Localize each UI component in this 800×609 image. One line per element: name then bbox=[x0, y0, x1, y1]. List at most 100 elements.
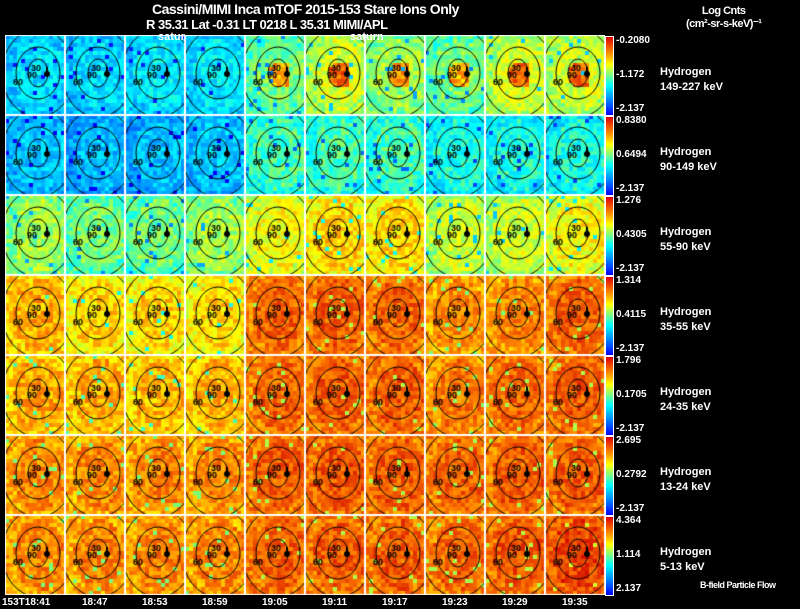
pixel-map bbox=[65, 115, 125, 195]
colorbar-max-value: 1.314 bbox=[616, 275, 642, 286]
image-panel bbox=[545, 515, 605, 595]
image-panel bbox=[185, 515, 245, 595]
pixel-map bbox=[125, 435, 185, 515]
image-panel bbox=[305, 515, 365, 595]
image-panel bbox=[365, 515, 425, 595]
pixel-map bbox=[545, 115, 605, 195]
pixel-map bbox=[5, 115, 65, 195]
image-panel bbox=[365, 275, 425, 355]
time-tick-label: 18:47 bbox=[82, 597, 108, 608]
time-tick-label: 19:17 bbox=[382, 597, 408, 608]
time-tick-label: 19:11 bbox=[322, 597, 348, 608]
image-panel bbox=[305, 115, 365, 195]
colorbar-max-value: 1.276 bbox=[616, 195, 642, 206]
pixel-map bbox=[365, 435, 425, 515]
pixel-map bbox=[125, 275, 185, 355]
image-panel bbox=[485, 35, 545, 115]
colorbar-title: Log Cnts (cm²-sr-s-keV)⁻¹ bbox=[686, 5, 762, 31]
pixel-map bbox=[545, 515, 605, 595]
pixel-map bbox=[185, 515, 245, 595]
image-panel bbox=[245, 35, 305, 115]
colorbar-min-value: -2.137 bbox=[616, 503, 645, 514]
image-panel bbox=[65, 435, 125, 515]
time-tick-label: 19:05 bbox=[262, 597, 288, 608]
image-panel bbox=[545, 115, 605, 195]
image-panel bbox=[65, 35, 125, 115]
colorbar-mid-value: -1.172 bbox=[616, 69, 645, 80]
pixel-map bbox=[365, 275, 425, 355]
species-name: Hydrogen bbox=[660, 226, 712, 238]
image-panel bbox=[185, 355, 245, 435]
pixel-map bbox=[485, 355, 545, 435]
colorbar-mid-value: 0.4115 bbox=[616, 309, 647, 320]
colorbar-max-value: -0.2080 bbox=[616, 35, 650, 46]
pixel-map bbox=[365, 355, 425, 435]
pixel-map bbox=[5, 515, 65, 595]
energy-range: 90-149 keV bbox=[660, 161, 717, 173]
pixel-map bbox=[245, 195, 305, 275]
colorbar bbox=[605, 196, 614, 276]
pixel-map bbox=[545, 355, 605, 435]
image-panel bbox=[125, 115, 185, 195]
species-name: Hydrogen bbox=[660, 66, 712, 78]
species-name: Hydrogen bbox=[660, 466, 712, 478]
energy-range: 35-55 keV bbox=[660, 321, 711, 333]
pixel-map bbox=[65, 355, 125, 435]
image-panel bbox=[245, 115, 305, 195]
energy-range: 149-227 keV bbox=[660, 81, 723, 93]
pixel-map bbox=[365, 195, 425, 275]
species-name: Hydrogen bbox=[660, 306, 712, 318]
image-panel bbox=[365, 195, 425, 275]
pixel-map bbox=[545, 195, 605, 275]
pixel-map bbox=[545, 435, 605, 515]
pixel-map bbox=[245, 355, 305, 435]
image-panel bbox=[185, 435, 245, 515]
pixel-map bbox=[365, 115, 425, 195]
species-label: Hydrogen 55-90 keV bbox=[660, 225, 711, 255]
energy-range: 24-35 keV bbox=[660, 401, 711, 413]
pixel-map bbox=[5, 35, 65, 115]
pixel-map bbox=[425, 275, 485, 355]
image-panel bbox=[425, 515, 485, 595]
colorbar-max-value: 1.796 bbox=[616, 355, 642, 366]
pixel-map bbox=[185, 275, 245, 355]
pixel-map bbox=[65, 35, 125, 115]
image-grid bbox=[5, 35, 605, 595]
image-panel bbox=[425, 195, 485, 275]
pixel-map bbox=[305, 195, 365, 275]
pixel-map bbox=[65, 435, 125, 515]
pixel-map bbox=[125, 195, 185, 275]
image-panel bbox=[545, 195, 605, 275]
pixel-map bbox=[245, 275, 305, 355]
colorbar-mid-value: 1.114 bbox=[616, 549, 641, 560]
image-panel bbox=[245, 515, 305, 595]
pixel-map bbox=[185, 35, 245, 115]
pixel-map bbox=[245, 35, 305, 115]
pixel-map bbox=[305, 435, 365, 515]
colorbar-max-value: 0.8380 bbox=[616, 115, 647, 126]
image-panel bbox=[5, 195, 65, 275]
image-panel bbox=[545, 355, 605, 435]
time-tick-label: 19:35 bbox=[562, 597, 588, 608]
pixel-map bbox=[485, 35, 545, 115]
species-name: Hydrogen bbox=[660, 146, 712, 158]
pixel-map bbox=[245, 515, 305, 595]
colorbar-units: (cm²-sr-s-keV)⁻¹ bbox=[686, 18, 762, 30]
image-panel bbox=[425, 435, 485, 515]
pixel-map bbox=[65, 195, 125, 275]
colorbar-min-value: -2.137 bbox=[616, 423, 645, 434]
saturation-label: satur bbox=[158, 31, 185, 43]
image-panel bbox=[65, 195, 125, 275]
pixel-map bbox=[485, 275, 545, 355]
pixel-map bbox=[65, 275, 125, 355]
image-panel bbox=[425, 355, 485, 435]
pixel-map bbox=[485, 195, 545, 275]
image-panel bbox=[5, 515, 65, 595]
image-panel bbox=[125, 435, 185, 515]
species-label: Hydrogen 35-55 keV bbox=[660, 305, 711, 335]
pixel-map bbox=[5, 435, 65, 515]
image-panel bbox=[245, 275, 305, 355]
pixel-map bbox=[425, 435, 485, 515]
colorbar-max-value: 4.364 bbox=[616, 515, 642, 526]
image-panel bbox=[245, 435, 305, 515]
